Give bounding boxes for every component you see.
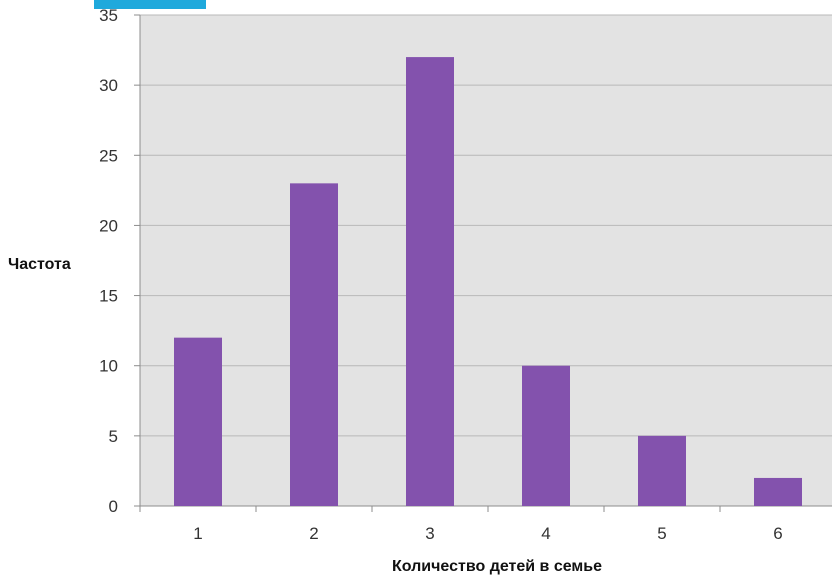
bars [174,57,802,507]
y-tick-label: 0 [109,497,118,516]
x-tick-label: 6 [773,524,782,543]
y-tick-label: 30 [99,76,118,95]
bar-4 [522,365,570,506]
axes [134,14,832,512]
x-axis-title: Количество детей в семье [392,558,602,575]
y-tick-label: 20 [99,216,118,235]
gridlines [140,14,832,437]
y-tick-label: 25 [99,146,118,165]
bar-6 [754,477,802,506]
bar-3 [406,57,454,506]
x-tick-label: 2 [309,524,318,543]
y-tick-label: 5 [109,427,118,446]
plot-area [140,15,832,506]
x-tick-label: 3 [425,524,434,543]
bar-5 [638,435,686,506]
y-axis-title: Частота [8,256,71,273]
y-tick-label: 10 [99,357,118,376]
y-tick-label: 35 [99,6,118,25]
x-tick-labels: 1 2 3 4 5 6 [193,524,782,543]
header-accent-tab [94,0,206,9]
x-tick-label: 4 [541,524,550,543]
x-tick-label: 5 [657,524,666,543]
x-tick-label: 1 [193,524,202,543]
y-tick-labels: 0 5 10 15 20 25 30 35 [99,6,118,516]
bar-1 [174,337,222,506]
y-tick-label: 15 [99,287,118,306]
bar-2 [290,183,338,507]
